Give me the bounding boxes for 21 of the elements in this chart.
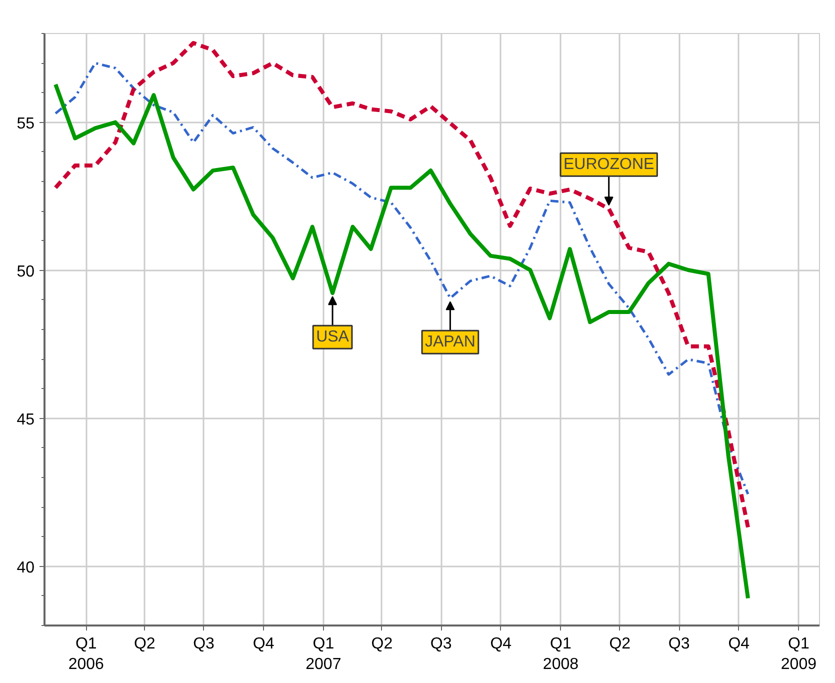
x-tick-label: Q1 2007 [306,636,342,673]
x-tick-label: Q2 [609,636,631,652]
x-tick-label: Q3 [430,636,452,652]
y-tick-label: 55 [16,115,35,132]
x-tick-label: Q2 [134,636,156,652]
y-tick-label: 45 [16,411,35,428]
y-tick-label: 40 [16,559,35,576]
x-tick-label: Q4 [490,636,512,652]
x-tick-label: Q1 2009 [780,636,817,673]
x-tick-label: Q2 [371,636,393,652]
x-tick-label: Q4 [252,636,274,652]
x-tick-label: Q3 [668,636,690,652]
x-tick-label: Q4 [728,636,750,652]
annotation: EUROZONE [564,156,654,174]
annotation: JAPAN [425,334,476,351]
annotation: USA [316,328,350,346]
x-tick-label: Q3 [193,636,215,652]
x-tick-label: Q1 2008 [542,636,579,673]
line-series [54,82,750,600]
x-tick-label: Q1 2006 [68,636,104,673]
y-tick-label: 50 [16,263,35,280]
